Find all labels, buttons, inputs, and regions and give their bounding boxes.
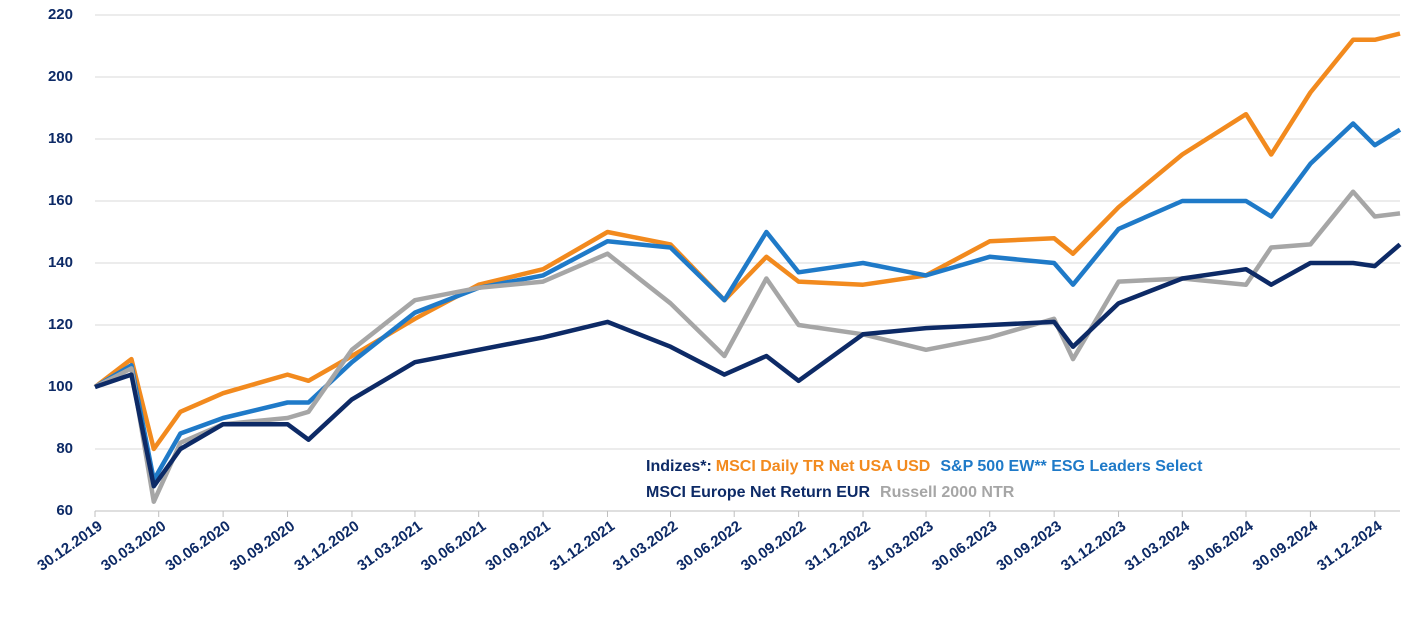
legend-title: Indizes*: — [646, 458, 712, 475]
y-tick-label: 220 — [48, 6, 73, 23]
x-tick-label: 30.09.2021 — [482, 518, 553, 575]
x-tick-label: 30.09.2024 — [1250, 517, 1322, 574]
x-tick-label: 31.03.2023 — [865, 518, 936, 575]
y-tick-label: 180 — [48, 130, 73, 147]
y-tick-label: 140 — [48, 254, 73, 271]
x-tick-label: 31.03.2022 — [610, 518, 681, 575]
x-tick-label: 31.12.2022 — [802, 518, 873, 575]
x-tick-label: 31.12.2021 — [547, 518, 618, 575]
y-tick-label: 200 — [48, 68, 73, 85]
legend-row: Indizes*: MSCI Daily TR Net USA USD S&P 50… — [646, 454, 1212, 480]
x-tick-label: 31.03.2024 — [1122, 517, 1194, 574]
x-tick-label: 30.12.2019 — [34, 518, 105, 575]
y-tick-label: 100 — [48, 378, 73, 395]
x-tick-label: 31.03.2021 — [354, 518, 425, 575]
y-tick-label: 120 — [48, 316, 73, 333]
x-tick-label: 30.06.2021 — [418, 518, 489, 575]
x-tick-label: 30.09.2023 — [993, 518, 1064, 575]
series-line — [94, 242, 1402, 489]
x-tick-label: 31.12.2024 — [1314, 517, 1386, 574]
x-tick-label: 30.06.2022 — [674, 518, 745, 575]
x-tick-label: 30.03.2020 — [98, 518, 169, 575]
x-tick-label: 30.06.2024 — [1185, 517, 1257, 574]
x-tick-label: 30.09.2020 — [227, 518, 298, 575]
series-line — [93, 31, 1401, 452]
x-tick-label: 30.09.2022 — [738, 518, 809, 575]
x-tick-label: 31.12.2020 — [291, 518, 362, 575]
legend-entry: S&P 500 EW** ESG Leaders Select — [940, 458, 1203, 475]
y-tick-label: 60 — [56, 502, 73, 519]
x-tick-label: 30.06.2023 — [929, 518, 1000, 575]
legend-row: MSCI Europe Net Return EUR Russell 2000 N… — [646, 480, 1212, 506]
x-tick-label: 30.06.2020 — [162, 518, 233, 575]
legend-entry: Russell 2000 NTR — [880, 484, 1015, 501]
y-tick-label: 160 — [48, 192, 73, 209]
legend: Indizes*: MSCI Daily TR Net USA USD S&P 50… — [646, 454, 1212, 506]
legend-entry: MSCI Europe Net Return EUR — [646, 484, 871, 501]
y-tick-label: 80 — [56, 440, 73, 457]
legend-entry: MSCI Daily TR Net USA USD — [715, 458, 931, 475]
series-line — [93, 121, 1402, 483]
x-tick-label: 31.12.2023 — [1058, 518, 1129, 575]
